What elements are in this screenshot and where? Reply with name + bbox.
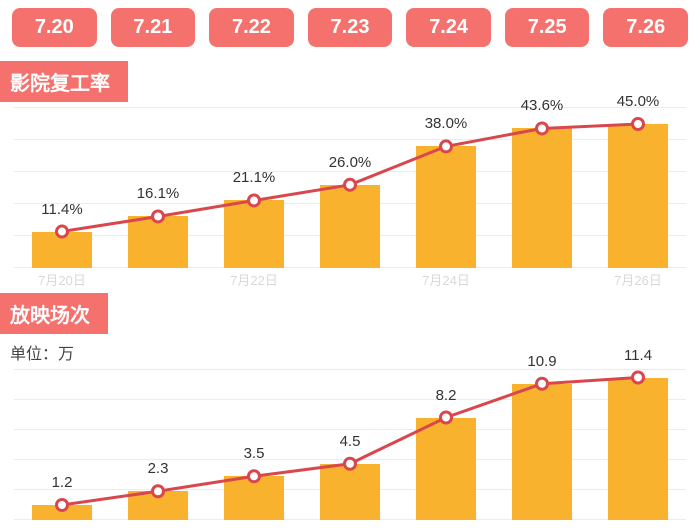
- x-axis-labels: 7月20日 7月22日 7月24日 7月26日: [14, 270, 686, 289]
- bar-value-label: 4.5: [340, 433, 361, 450]
- x-axis-label: 7月20日: [14, 270, 110, 289]
- x-axis-label: [302, 270, 398, 289]
- chart-reopening-rate: 影院复工率 11.4%16.1%21.1%26.0%38.0%43.6%45.0…: [0, 61, 700, 289]
- bar-value-label: 11.4%: [41, 201, 82, 218]
- bar-value-label: 38.0%: [425, 115, 468, 132]
- chart-plot-area: 11.4% 16.1% 21.1% 26.0% 38.0% 43.6%45.0%: [14, 108, 686, 268]
- x-axis-label: 7月22日: [206, 270, 302, 289]
- x-axis-label: 7月26日: [590, 270, 686, 289]
- date-pill: 7.20: [12, 8, 97, 47]
- bar-value-label: 11.4: [624, 347, 652, 364]
- date-pill: 7.21: [111, 8, 196, 47]
- bar: 26.0%: [302, 108, 398, 268]
- chart-plot-area: 1.2 2.3 3.5 4.5 8.2 10.911.4: [14, 370, 686, 520]
- date-pill-row: 7.20 7.21 7.22 7.23 7.24 7.25 7.26: [0, 0, 700, 55]
- bar: 43.6%: [494, 108, 590, 268]
- x-axis-label: 7月24日: [398, 270, 494, 289]
- bar-value-label: 26.0%: [329, 154, 372, 171]
- bar: 16.1%: [110, 108, 206, 268]
- bar: 10.9: [494, 370, 590, 520]
- bar: 2.3: [110, 370, 206, 520]
- bar: 11.4%: [14, 108, 110, 268]
- chart-title: 影院复工率: [0, 61, 128, 102]
- x-axis-label: [110, 270, 206, 289]
- bar-value-label: 3.5: [244, 445, 265, 462]
- bar: 21.1%: [206, 108, 302, 268]
- date-pill: 7.22: [209, 8, 294, 47]
- bar: 8.2: [398, 370, 494, 520]
- bar: 4.5: [302, 370, 398, 520]
- bar: 11.4: [590, 370, 686, 520]
- date-pill: 7.24: [406, 8, 491, 47]
- bar-value-label: 10.9: [527, 353, 556, 370]
- bar-value-label: 16.1%: [137, 185, 180, 202]
- x-axis-label: [494, 270, 590, 289]
- bar-value-label: 1.2: [52, 474, 73, 491]
- bar: 1.2: [14, 370, 110, 520]
- date-pill: 7.23: [308, 8, 393, 47]
- bar: 3.5: [206, 370, 302, 520]
- date-pill: 7.25: [505, 8, 590, 47]
- chart-title: 放映场次: [0, 293, 108, 334]
- chart-screenings: 放映场次 单位：万 1.22.33.54.58.210.911.4: [0, 293, 700, 520]
- bar-value-label: 21.1%: [233, 169, 276, 186]
- bar: 45.0%: [590, 108, 686, 268]
- bar-value-label: 45.0%: [617, 93, 660, 110]
- date-pill: 7.26: [603, 8, 688, 47]
- bar: 38.0%: [398, 108, 494, 268]
- chart-unit-label: 单位：万: [10, 340, 700, 364]
- bar-value-label: 2.3: [148, 460, 169, 477]
- bar-value-label: 8.2: [436, 387, 457, 404]
- bar-value-label: 43.6%: [521, 97, 564, 114]
